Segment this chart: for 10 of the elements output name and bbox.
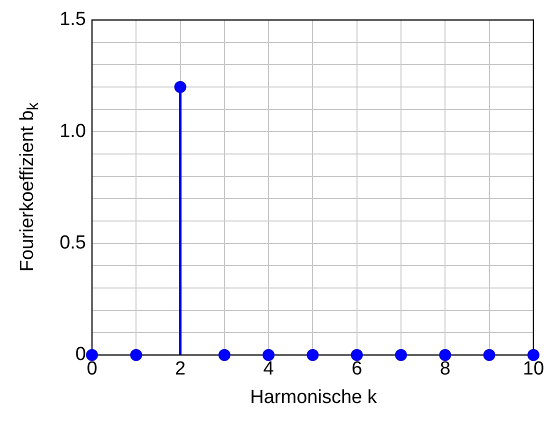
y-tick-label: 1.5 bbox=[60, 9, 86, 30]
y-tick-label: 0 bbox=[75, 344, 86, 366]
y-tick-label: 0.5 bbox=[60, 232, 86, 254]
x-tick-label: 10 bbox=[522, 358, 544, 380]
x-tick-label: 8 bbox=[440, 358, 450, 380]
x-tick-label: 2 bbox=[175, 358, 186, 380]
x-tick-label: 6 bbox=[352, 358, 362, 380]
x-tick-label: 4 bbox=[263, 358, 274, 380]
x-axis-title: Harmonische k bbox=[249, 387, 378, 409]
y-tick-label: 1.0 bbox=[60, 120, 86, 142]
